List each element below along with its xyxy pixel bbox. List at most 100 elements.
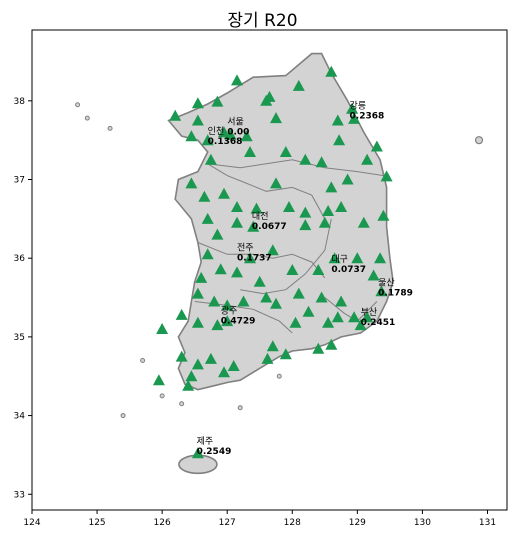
x-tick-label: 129: [349, 518, 366, 528]
city-name-label: 울산: [378, 278, 395, 289]
station-triangle-marker: [299, 153, 312, 165]
station-triangle-marker: [175, 350, 188, 362]
station-triangle-marker: [191, 447, 204, 459]
x-tick-label: 124: [23, 518, 40, 528]
station-triangle-marker: [253, 275, 266, 287]
axis-ticks: 124 125 126 127 128 129 130 131 33 34 35 36 37 38: [14, 97, 497, 528]
station-triangle-marker: [231, 201, 243, 212]
station-triangle-marker: [348, 311, 361, 323]
station-triangle-marker: [224, 128, 237, 140]
station-triangle-marker: [247, 220, 260, 232]
city-value-label: 0.4729: [221, 316, 256, 326]
station-triangle-marker: [375, 285, 388, 297]
station-triangle-marker: [380, 170, 393, 182]
station-triangle-marker: [211, 228, 224, 240]
x-tick-label: 125: [88, 518, 105, 528]
city-name-label: 제주: [197, 436, 214, 447]
station-triangle-marker: [270, 112, 282, 124]
station-triangle-marker: [292, 287, 305, 299]
station-triangle-marker: [302, 305, 315, 317]
station-triangle-marker: [208, 295, 221, 307]
small-island-shape: [140, 357, 146, 363]
station-triangle-marker: [260, 94, 273, 106]
city-value-label: 0.1737: [237, 253, 272, 263]
ulleungdo-island-shape: [474, 136, 484, 145]
station-triangle-marker: [201, 248, 214, 260]
station-triangle-marker: [227, 360, 240, 371]
station-triangle-marker: [283, 201, 295, 212]
station-triangle-marker: [198, 190, 211, 202]
station-triangle-marker: [354, 319, 367, 331]
city-name-label: 대전: [252, 211, 269, 222]
city-value-label: 0.1789: [378, 289, 413, 299]
station-triangle-marker: [204, 153, 217, 165]
station-triangle-marker: [299, 219, 312, 231]
station-triangle-marker: [191, 287, 204, 299]
station-triangle-marker: [361, 153, 374, 165]
station-triangle-marker: [218, 187, 230, 199]
x-tick-label: 126: [154, 518, 171, 528]
station-triangle-marker: [191, 97, 204, 109]
station-triangle-marker: [325, 65, 338, 77]
station-triangle-marker: [240, 130, 253, 142]
station-triangle-marker: [261, 352, 274, 364]
station-triangle-marker: [289, 316, 302, 328]
station-triangle-marker: [250, 202, 263, 214]
station-triangle-marker: [195, 271, 208, 283]
x-tick-label: 131: [479, 518, 496, 528]
station-triangle-marker: [315, 291, 328, 303]
station-triangle-marker: [231, 216, 243, 228]
station-triangle-marker: [286, 264, 299, 275]
station-triangle-marker: [191, 358, 204, 370]
station-triangle-marker: [361, 311, 374, 323]
station-triangle-marker: [211, 319, 224, 331]
station-triangle-marker: [185, 130, 198, 142]
station-triangle-marker: [182, 379, 195, 391]
station-triangle-marker: [322, 205, 335, 216]
y-tick-label: 38: [14, 97, 26, 107]
small-island-shape: [84, 115, 90, 121]
city-name-label: 부산: [361, 307, 378, 318]
province-border: [240, 218, 332, 295]
station-triangle-marker: [191, 114, 204, 126]
station-triangle-marker: [218, 126, 230, 138]
province-border: [207, 159, 384, 177]
station-triangle-marker: [260, 291, 273, 303]
y-tick-label: 33: [14, 490, 25, 500]
station-triangle-marker: [156, 323, 169, 334]
station-triangle-marker: [201, 212, 214, 224]
station-triangle-marker: [335, 201, 348, 212]
province-border: [207, 163, 326, 220]
small-island-shape: [120, 413, 126, 419]
small-island-shape: [159, 393, 165, 399]
station-triangle-marker: [279, 348, 292, 360]
station-triangle-marker: [370, 140, 383, 152]
station-triangle-marker: [152, 374, 165, 386]
x-tick-label: 128: [284, 518, 301, 528]
y-tick-label: 34: [14, 412, 26, 422]
station-triangle-marker: [279, 146, 292, 157]
station-triangle-marker: [270, 177, 282, 189]
small-island-shape: [276, 373, 282, 379]
station-triangle-marker: [204, 352, 217, 364]
city-value-label: 0.1368: [208, 137, 243, 147]
station-triangle-marker: [346, 102, 359, 114]
station-triangle-marker: [348, 112, 361, 124]
station-triangle-marker: [315, 156, 328, 168]
station-triangle-marker: [266, 340, 279, 352]
station-triangle-marker: [175, 308, 188, 320]
station-triangle-marker: [325, 338, 338, 350]
station-triangle-marker: [214, 263, 227, 275]
station-triangle-marker: [244, 146, 256, 157]
city-value-label: 0.2549: [197, 447, 232, 457]
city-value-label: 0.2368: [350, 112, 385, 122]
station-triangle-marker: [325, 181, 338, 193]
station-triangle-marker: [351, 252, 364, 264]
station-triangle-marker: [367, 269, 380, 281]
small-island-shape: [237, 405, 243, 411]
station-triangle-marker: [328, 252, 341, 264]
station-triangle-marker: [185, 177, 198, 189]
city-value-label: 0.00: [227, 127, 249, 137]
station-triangle-marker: [333, 134, 346, 146]
